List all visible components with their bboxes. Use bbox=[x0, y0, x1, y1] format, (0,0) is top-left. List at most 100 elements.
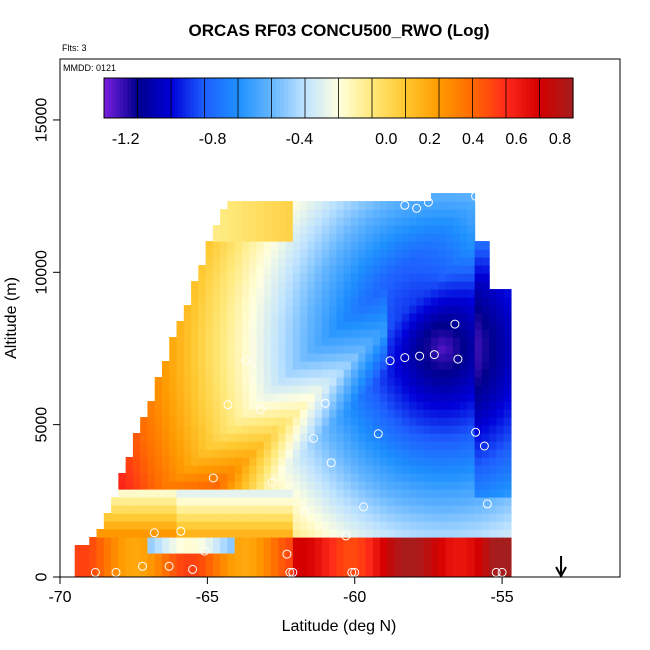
heatmap-cell bbox=[423, 241, 432, 250]
heatmap-cell bbox=[191, 465, 199, 474]
heatmap-cell bbox=[489, 457, 498, 466]
arrow-marker bbox=[555, 556, 567, 579]
heatmap-cell bbox=[191, 417, 199, 426]
heatmap-cell bbox=[503, 497, 512, 506]
heatmap-cell bbox=[234, 553, 243, 562]
observation-point bbox=[205, 203, 215, 213]
heatmap-cell bbox=[430, 329, 439, 338]
heatmap-cell bbox=[249, 473, 258, 482]
y-axis-label: Altitude (m) bbox=[3, 277, 20, 359]
heatmap-cell bbox=[263, 249, 272, 258]
heatmap-cell bbox=[423, 433, 432, 442]
heatmap-cell bbox=[489, 497, 498, 506]
heatmap-cell bbox=[234, 233, 243, 242]
heatmap-cell bbox=[147, 457, 156, 466]
heatmap-cell bbox=[503, 361, 512, 370]
heatmap-cell bbox=[474, 313, 483, 322]
heatmap-cell bbox=[263, 521, 272, 530]
observation-point bbox=[347, 567, 357, 577]
heatmap-cell bbox=[460, 457, 468, 466]
heatmap-cell bbox=[118, 481, 127, 490]
heatmap-cell bbox=[300, 393, 308, 402]
heatmap-cell bbox=[452, 353, 461, 362]
heatmap-cell bbox=[212, 377, 221, 386]
heatmap-cell bbox=[307, 417, 316, 426]
colorbar-segment bbox=[322, 78, 328, 118]
heatmap-cell bbox=[423, 481, 432, 490]
heatmap-cell bbox=[307, 457, 316, 466]
heatmap-cell bbox=[300, 281, 308, 290]
heatmap-cell bbox=[198, 313, 207, 322]
heatmap-cell bbox=[169, 497, 178, 506]
heatmap-cell bbox=[191, 425, 199, 434]
heatmap-cell bbox=[140, 417, 149, 426]
heatmap-cell bbox=[241, 385, 250, 394]
heatmap-cell bbox=[351, 233, 359, 242]
heatmap-cell bbox=[351, 241, 359, 250]
heatmap-cell bbox=[351, 217, 359, 226]
heatmap-cell bbox=[249, 329, 258, 338]
heatmap-cell bbox=[314, 345, 323, 354]
heatmap-cell bbox=[321, 529, 330, 538]
heatmap-cell bbox=[249, 385, 258, 394]
heatmap-cell bbox=[394, 393, 403, 402]
heatmap-cell bbox=[467, 449, 476, 458]
heatmap-cell bbox=[387, 369, 396, 378]
heatmap-cell bbox=[438, 265, 447, 274]
heatmap-cell bbox=[351, 513, 359, 522]
heatmap-cell bbox=[380, 209, 388, 218]
heatmap-cell bbox=[300, 257, 308, 266]
colorbar-segment bbox=[373, 78, 379, 118]
heatmap-cell bbox=[416, 265, 425, 274]
heatmap-cell bbox=[474, 377, 483, 386]
heatmap-cell bbox=[365, 329, 374, 338]
heatmap-cell bbox=[191, 369, 199, 378]
heatmap-cell bbox=[271, 289, 279, 298]
heatmap-cell bbox=[452, 441, 461, 450]
heatmap-cell bbox=[452, 513, 461, 522]
heatmap-cell bbox=[241, 561, 250, 570]
heatmap-cell bbox=[212, 369, 221, 378]
heatmap-cell bbox=[351, 257, 359, 266]
heatmap-cell bbox=[307, 321, 316, 330]
heatmap-cell bbox=[271, 297, 279, 306]
heatmap-cell bbox=[496, 393, 505, 402]
heatmap-cell bbox=[372, 233, 381, 242]
heatmap-cell bbox=[365, 289, 374, 298]
heatmap-cell bbox=[416, 529, 425, 538]
heatmap-cell bbox=[278, 513, 287, 522]
heatmap-cell bbox=[249, 273, 258, 282]
heatmap-cell bbox=[314, 313, 323, 322]
heatmap-cell bbox=[256, 433, 265, 442]
heatmap-cell bbox=[125, 465, 134, 474]
heatmap-cell bbox=[212, 529, 221, 538]
heatmap-cell bbox=[430, 497, 439, 506]
heatmap-cell bbox=[336, 225, 345, 234]
heatmap-cell bbox=[205, 361, 214, 370]
heatmap-cell bbox=[234, 265, 243, 274]
heatmap-cell bbox=[401, 249, 410, 258]
heatmap-cell bbox=[358, 521, 367, 530]
heatmap-cell bbox=[183, 505, 192, 514]
heatmap-cell bbox=[452, 377, 461, 386]
heatmap-cell bbox=[292, 465, 301, 474]
heatmap-cell bbox=[496, 505, 505, 514]
heatmap-cell bbox=[496, 457, 505, 466]
heatmap-cell bbox=[409, 457, 418, 466]
heatmap-cell bbox=[460, 393, 468, 402]
heatmap-cell bbox=[336, 449, 345, 458]
heatmap-cell bbox=[438, 449, 447, 458]
heatmap-cell bbox=[220, 377, 229, 386]
heatmap-cell bbox=[321, 441, 330, 450]
heatmap-cell bbox=[438, 345, 447, 354]
heatmap-cell bbox=[372, 537, 381, 546]
heatmap-cell bbox=[394, 265, 403, 274]
heatmap-cell bbox=[256, 265, 265, 274]
heatmap-cell bbox=[474, 505, 483, 514]
heatmap-cell bbox=[423, 513, 432, 522]
heatmap-cell bbox=[307, 553, 316, 562]
colorbar-segment bbox=[354, 78, 359, 118]
heatmap-cell bbox=[343, 233, 352, 242]
heatmap-field bbox=[74, 193, 512, 577]
heatmap-cell bbox=[351, 329, 359, 338]
